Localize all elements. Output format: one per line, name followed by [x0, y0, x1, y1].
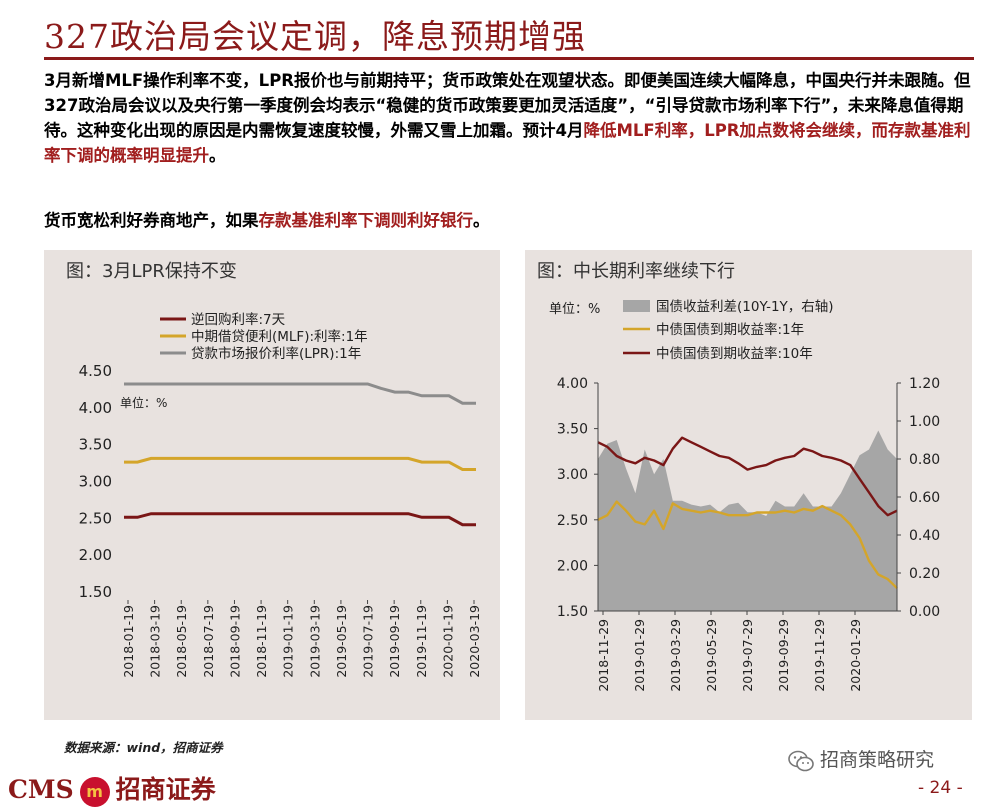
- x-tick-label: 2019-07-19: [361, 605, 376, 678]
- paragraph-main-end: 。: [209, 146, 226, 165]
- logo-badge-icon: m: [79, 776, 110, 807]
- data-source: 数据来源：wind，招商证券: [64, 740, 223, 755]
- wechat-name: 招商策略研究: [820, 749, 935, 771]
- y-tick-label: 2.00: [79, 546, 112, 564]
- x-tick-label: 2018-03-19: [148, 605, 163, 678]
- y-right-tick-label: 0.20: [909, 566, 940, 582]
- wechat-account: 招商策略研究: [788, 745, 934, 772]
- paragraph-secondary-end: 。: [473, 211, 490, 230]
- y-left-tick-label: 4.00: [557, 376, 588, 392]
- logo-text: CMS: [8, 775, 74, 804]
- chart-right-title: 图：中长期利率继续下行: [537, 261, 735, 282]
- paragraph-secondary: 货币宽松利好券商地产，如果存款基准利率下调则利好银行。: [44, 208, 974, 233]
- x-tick-label: 2018-11-19: [254, 605, 269, 678]
- legend-swatch-0: [623, 300, 650, 312]
- y-left-tick-label: 2.50: [557, 513, 588, 529]
- y-tick-label: 4.00: [79, 399, 112, 417]
- chart-panel-left: 图：3月LPR保持不变: [44, 250, 500, 720]
- paragraph-main-highlight: 降低MLF利率，LPR加点数将会继续，而存款基准利率下调的概率明显提升: [44, 121, 971, 165]
- x-tick-label: 2019-11-19: [414, 605, 429, 678]
- series-line-2: [124, 382, 476, 405]
- y-left-tick-label: 3.00: [557, 467, 588, 483]
- x-tick-label: 2020-01-29: [848, 619, 863, 692]
- x-tick-label: 2020-03-19: [467, 605, 482, 678]
- y-right-tick-label: 0.60: [909, 490, 940, 506]
- x-tick-label: 2020-01-19: [440, 605, 455, 678]
- y-right-tick-label: 0.40: [909, 528, 940, 544]
- page-title: 327政治局会议定调，降息预期增强: [44, 17, 586, 56]
- y-tick-label: 3.00: [79, 473, 112, 491]
- unit-label: 单位：%: [549, 302, 600, 317]
- title-divider: [44, 57, 974, 60]
- x-tick-label: 2019-05-29: [704, 619, 719, 692]
- company-logo: CMS m 招商证券: [8, 770, 216, 807]
- x-tick-label: 2019-05-19: [334, 605, 349, 678]
- page-number: - 24 -: [918, 778, 963, 798]
- y-tick-label: 3.50: [79, 436, 112, 454]
- y-right-tick-label: 1.20: [909, 376, 940, 392]
- x-tick-label: 2019-09-19: [387, 605, 402, 678]
- x-tick-label: 2018-09-19: [227, 605, 242, 678]
- series-area-spread: [598, 430, 897, 611]
- y-tick-label: 1.50: [79, 583, 112, 601]
- legend-label-2: 中债国债到期收益率:10年: [656, 345, 813, 362]
- series-line-1: [597, 500, 898, 590]
- series-line-0: [124, 512, 476, 527]
- y-left-tick-label: 3.50: [557, 422, 588, 438]
- x-tick-label: 2018-07-19: [201, 605, 216, 678]
- series-line-1: [124, 456, 476, 471]
- chart-yield: 1.50 2.00 2.50 3.00 3.50 4.00 0.00 0.20 0.40 0.60…: [549, 299, 940, 692]
- paragraph-main: 3月新增MLF操作利率不变，LPR报价也与前期持平；货币政策处在观望状态。即便美…: [44, 68, 974, 168]
- paragraph-secondary-highlight: 存款基准利率下调则利好银行: [258, 211, 474, 230]
- y-right-tick-label: 0.80: [909, 452, 940, 468]
- legend-label-2: 贷款市场报价利率(LPR):1年: [191, 345, 361, 362]
- y-left-tick-label: 1.50: [557, 604, 588, 620]
- series-line-2: [597, 436, 898, 517]
- x-tick-label: 2019-01-19: [281, 605, 296, 678]
- x-tick-label: 2018-11-29: [596, 619, 611, 692]
- x-tick-label: 2019-03-19: [307, 605, 322, 678]
- legend-label-1: 中期借贷便利(MLF):利率:1年: [191, 328, 368, 345]
- wechat-icon: [788, 750, 814, 771]
- x-tick-label: 2018-01-19: [121, 605, 136, 678]
- logo-cn-text: 招商证券: [115, 775, 216, 804]
- y-right-tick-label: 0.00: [909, 604, 940, 620]
- paragraph-secondary-text: 货币宽松利好券商地产，如果: [44, 211, 259, 230]
- x-tick-label: 2019-03-29: [668, 619, 683, 692]
- legend-label-1: 中债国债到期收益率:1年: [656, 321, 804, 338]
- chart-lpr: 1.50 2.00 2.50 3.00 3.50 4.00 4.50 单位：% 2018-01-…: [79, 311, 482, 678]
- legend-label-0: 逆回购利率:7天: [191, 311, 286, 328]
- y-tick-label: 4.50: [79, 362, 112, 380]
- unit-label: 单位：%: [120, 395, 167, 410]
- x-tick-label: 2019-11-29: [812, 619, 827, 692]
- x-tick-label: 2018-05-19: [174, 605, 189, 678]
- x-tick-label: 2019-01-29: [632, 619, 647, 692]
- paragraph-main-text: 3月新增MLF操作利率不变，LPR报价也与前期持平；货币政策处在观望状态。即便美…: [44, 71, 971, 140]
- y-left-tick-label: 2.00: [557, 558, 588, 574]
- x-tick-label: 2019-09-29: [776, 619, 791, 692]
- y-right-tick-label: 1.00: [909, 414, 940, 430]
- y-tick-label: 2.50: [79, 509, 112, 527]
- chart-left-title: 图：3月LPR保持不变: [66, 261, 237, 282]
- legend-label-0: 国债收益利差(10Y-1Y，右轴): [656, 299, 834, 315]
- x-tick-label: 2019-07-29: [740, 619, 755, 692]
